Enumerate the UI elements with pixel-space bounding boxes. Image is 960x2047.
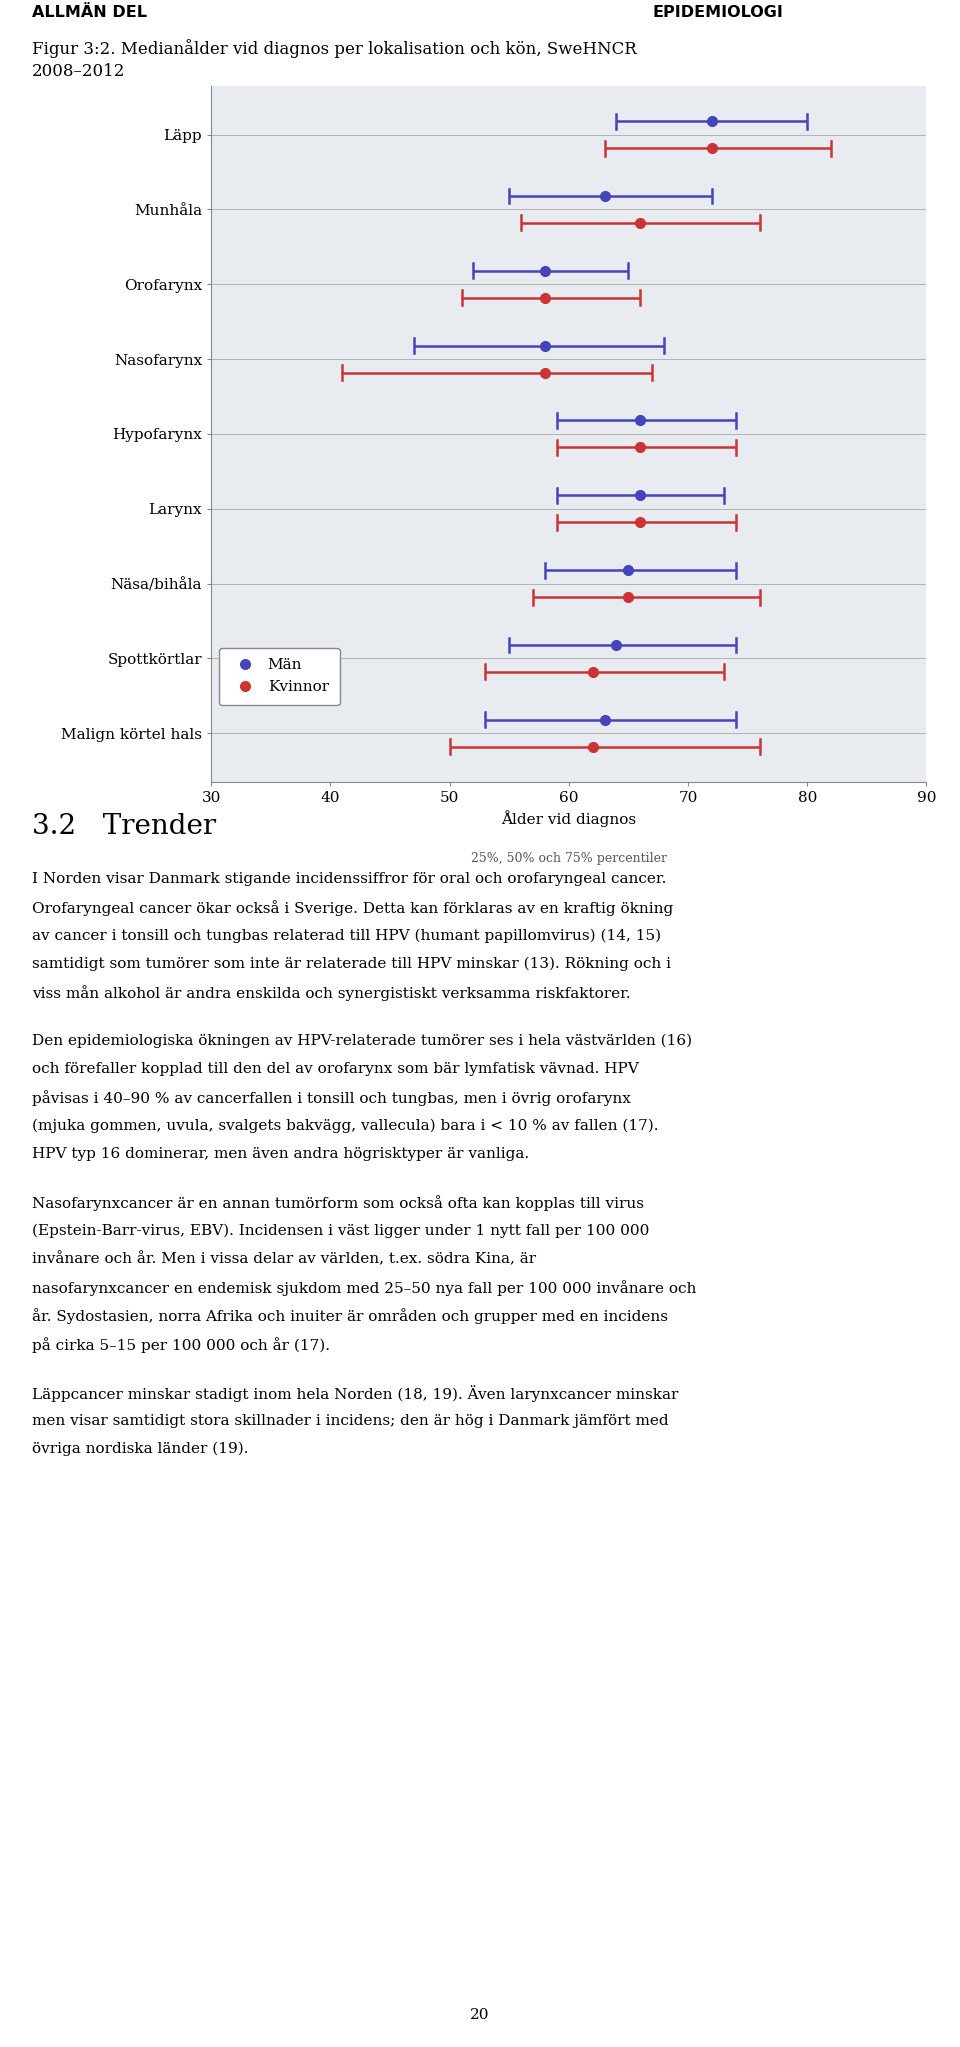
Text: påvisas i 40–90 % av cancerfallen i tonsill och tungbas, men i övrig orofarynx: påvisas i 40–90 % av cancerfallen i tons…	[32, 1091, 631, 1105]
Text: HPV typ 16 dominerar, men även andra högrisktyper är vanliga.: HPV typ 16 dominerar, men även andra hög…	[32, 1146, 529, 1161]
Text: Läppcancer minskar stadigt inom hela Norden (18, 19). Även larynxcancer minskar: Läppcancer minskar stadigt inom hela Nor…	[32, 1386, 678, 1402]
Text: nasofarynxcancer en endemisk sjukdom med 25–50 nya fall per 100 000 invånare och: nasofarynxcancer en endemisk sjukdom med…	[32, 1279, 696, 1296]
Text: av cancer i tonsill och tungbas relaterad till HPV (humant papillomvirus) (14, 1: av cancer i tonsill och tungbas relatera…	[32, 929, 660, 944]
Text: I Norden visar Danmark stigande incidenssiffror för oral och orofaryngeal cancer: I Norden visar Danmark stigande incidens…	[32, 872, 666, 886]
Text: samtidigt som tumörer som inte är relaterade till HPV minskar (13). Rökning och : samtidigt som tumörer som inte är relate…	[32, 956, 671, 970]
X-axis label: Ålder vid diagnos: Ålder vid diagnos	[501, 811, 636, 827]
Text: år. Sydostasien, norra Afrika och inuiter är områden och grupper med en incidens: år. Sydostasien, norra Afrika och inuite…	[32, 1308, 667, 1324]
Text: 2008–2012: 2008–2012	[32, 63, 125, 80]
Text: ALLMÄN DEL: ALLMÄN DEL	[32, 4, 147, 20]
Text: 25%, 50% och 75% percentiler: 25%, 50% och 75% percentiler	[470, 852, 667, 864]
Text: Nasofarynxcancer är en annan tumörform som också ofta kan kopplas till virus: Nasofarynxcancer är en annan tumörform s…	[32, 1195, 643, 1212]
Text: viss mån alkohol är andra enskilda och synergistiskt verksamma riskfaktorer.: viss mån alkohol är andra enskilda och s…	[32, 985, 631, 1001]
Text: Den epidemiologiska ökningen av HPV-relaterade tumörer ses i hela västvärlden (1: Den epidemiologiska ökningen av HPV-rela…	[32, 1034, 692, 1048]
Text: och förefaller kopplad till den del av orofarynx som bär lymfatisk vävnad. HPV: och förefaller kopplad till den del av o…	[32, 1062, 638, 1077]
Text: 20: 20	[470, 2008, 490, 2022]
Text: övriga nordiska länder (19).: övriga nordiska länder (19).	[32, 1441, 249, 1455]
Text: på cirka 5–15 per 100 000 och år (17).: på cirka 5–15 per 100 000 och år (17).	[32, 1337, 329, 1353]
Legend: Män, Kvinnor: Män, Kvinnor	[219, 647, 340, 704]
Text: EPIDEMIOLOGI: EPIDEMIOLOGI	[653, 4, 783, 20]
Text: 3.2   Trender: 3.2 Trender	[32, 813, 216, 839]
Text: men visar samtidigt stora skillnader i incidens; den är hög i Danmark jämfört me: men visar samtidigt stora skillnader i i…	[32, 1414, 668, 1427]
Text: Figur 3:2. Medianålder vid diagnos per lokalisation och kön, SweHNCR: Figur 3:2. Medianålder vid diagnos per l…	[32, 39, 636, 57]
Text: Orofaryngeal cancer ökar också i Sverige. Detta kan förklaras av en kraftig ökni: Orofaryngeal cancer ökar också i Sverige…	[32, 901, 673, 917]
Text: invånare och år. Men i vissa delar av världen, t.ex. södra Kina, är: invånare och år. Men i vissa delar av vä…	[32, 1253, 536, 1267]
Text: (Epstein-Barr-virus, EBV). Incidensen i väst ligger under 1 nytt fall per 100 00: (Epstein-Barr-virus, EBV). Incidensen i …	[32, 1224, 649, 1238]
Text: (mjuka gommen, uvula, svalgets bakvägg, vallecula) bara i < 10 % av fallen (17).: (mjuka gommen, uvula, svalgets bakvägg, …	[32, 1118, 659, 1132]
